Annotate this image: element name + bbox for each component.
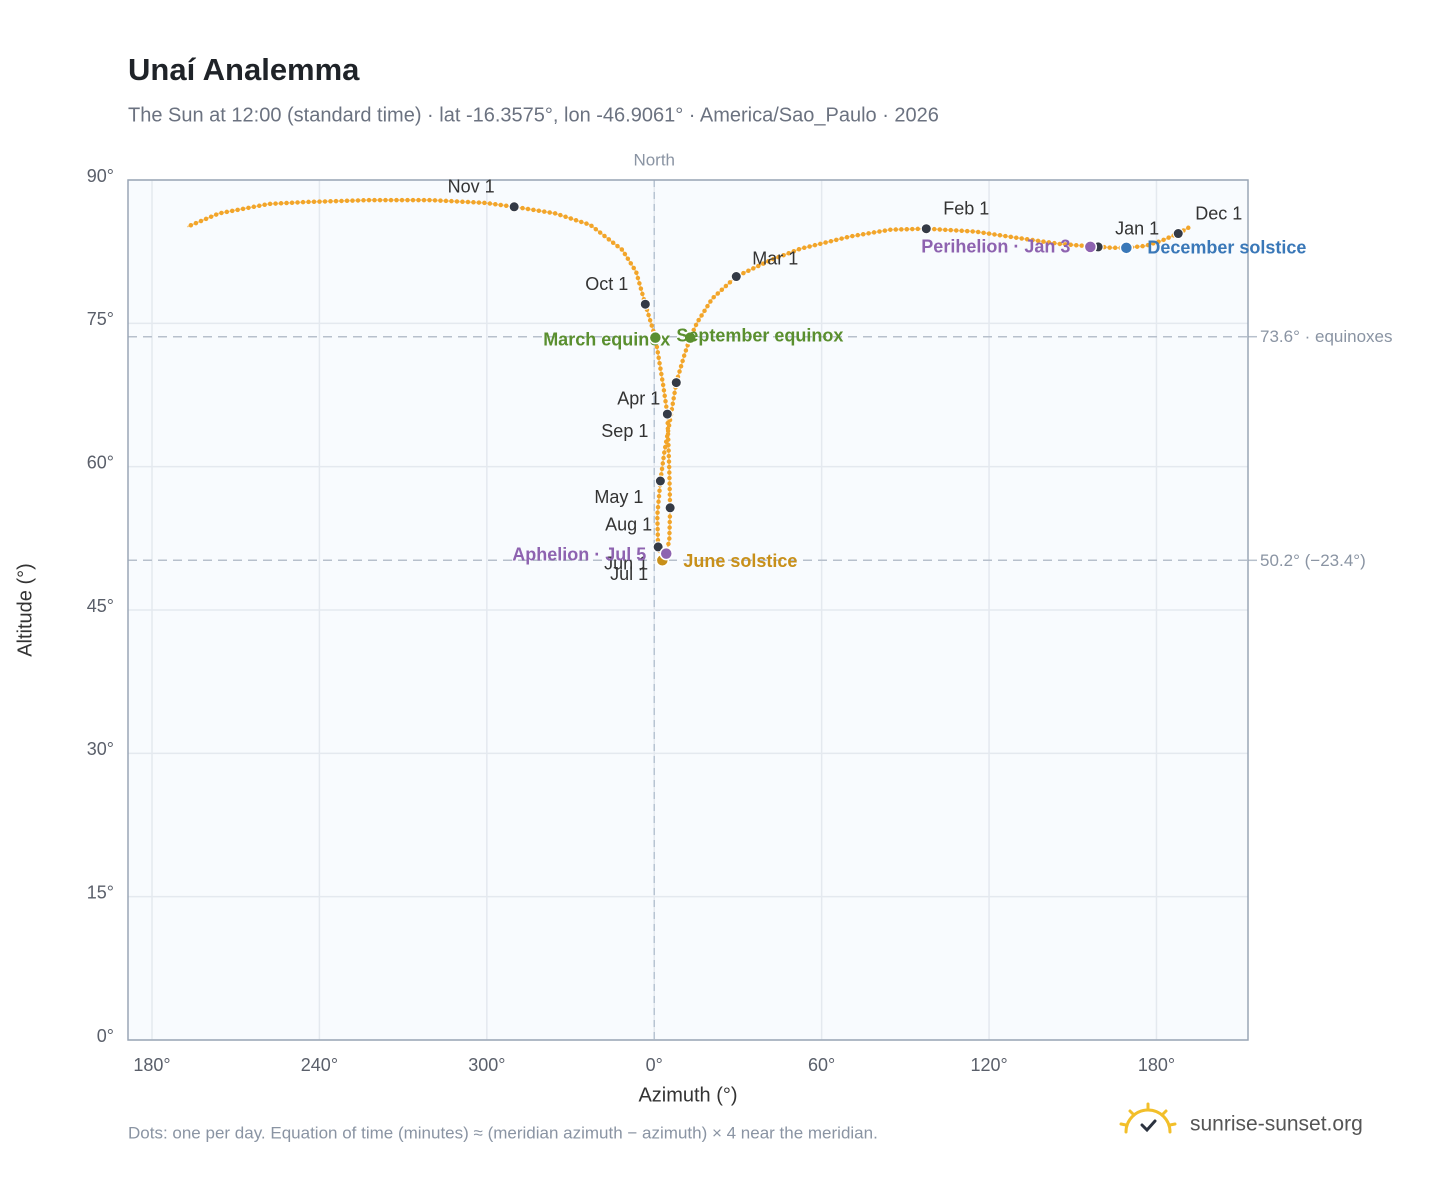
date-label: Oct 1 bbox=[585, 274, 628, 294]
date-marker bbox=[654, 475, 666, 487]
date-label: Jul 1 bbox=[610, 564, 648, 584]
date-label: Jun 1 bbox=[604, 554, 648, 574]
date-label: Nov 1 bbox=[448, 177, 495, 197]
event-label: March equinox bbox=[543, 329, 670, 349]
x-tick-label: 300° bbox=[468, 1055, 505, 1075]
x-tick-label: 60° bbox=[808, 1055, 835, 1075]
date-marker bbox=[670, 377, 682, 389]
y-tick-label: 15° bbox=[87, 882, 114, 902]
x-tick-label: 180° bbox=[133, 1055, 170, 1075]
chart-title: Unaí Analemma bbox=[128, 52, 360, 87]
date-label: Jan 1 bbox=[1115, 219, 1159, 239]
x-tick-label: 240° bbox=[301, 1055, 338, 1075]
reference-label: 73.6° · equinoxes bbox=[1260, 327, 1393, 346]
brand-logo bbox=[1119, 1102, 1177, 1134]
date-label: May 1 bbox=[594, 487, 643, 507]
x-axis-label: Azimuth (°) bbox=[638, 1084, 737, 1106]
date-label: Dec 1 bbox=[1195, 203, 1242, 223]
plot-border bbox=[127, 179, 1249, 1041]
event-marker bbox=[659, 546, 673, 561]
date-label: Apr 1 bbox=[617, 388, 660, 408]
brand-name: sunrise-sunset.org bbox=[1190, 1113, 1363, 1136]
date-marker bbox=[1172, 228, 1184, 240]
x-tick-label: 120° bbox=[970, 1055, 1007, 1075]
date-label: Aug 1 bbox=[605, 515, 652, 535]
x-tick-label: 180° bbox=[1138, 1055, 1175, 1075]
y-tick-label: 30° bbox=[87, 739, 114, 759]
footnote: Dots: one per day. Equation of time (min… bbox=[128, 1123, 878, 1142]
event-label: Perihelion · Jan 3 bbox=[921, 237, 1070, 257]
event-marker bbox=[1083, 240, 1098, 254]
event-marker bbox=[1119, 241, 1134, 255]
y-tick-label: 90° bbox=[87, 166, 114, 186]
event-label: Aphelion · Jul 5 bbox=[512, 544, 646, 564]
x-tick-label: 0° bbox=[646, 1055, 663, 1075]
date-marker bbox=[730, 271, 742, 283]
date-marker bbox=[664, 502, 676, 514]
event-marker bbox=[648, 330, 663, 345]
date-marker bbox=[661, 408, 673, 420]
event-label: September equinox bbox=[676, 325, 843, 345]
y-tick-label: 60° bbox=[87, 452, 114, 472]
chart-subtitle: The Sun at 12:00 (standard time) · lat -… bbox=[128, 104, 939, 126]
north-label: North bbox=[633, 150, 675, 169]
y-tick-label: 45° bbox=[87, 596, 114, 616]
date-marker bbox=[652, 541, 664, 553]
date-label: Feb 1 bbox=[943, 198, 989, 218]
event-label: December solstice bbox=[1147, 238, 1306, 258]
date-marker bbox=[639, 298, 651, 310]
y-axis-label: Altitude (°) bbox=[14, 563, 36, 657]
date-label: Mar 1 bbox=[752, 248, 798, 268]
event-label: June solstice bbox=[683, 551, 797, 571]
date-marker bbox=[508, 201, 520, 213]
date-label: Sep 1 bbox=[601, 421, 648, 441]
reference-label: 50.2° (−23.4°) bbox=[1260, 551, 1366, 570]
y-tick-label: 0° bbox=[97, 1026, 114, 1046]
y-tick-label: 75° bbox=[87, 309, 114, 329]
date-marker bbox=[920, 223, 932, 235]
event-marker bbox=[683, 330, 697, 345]
